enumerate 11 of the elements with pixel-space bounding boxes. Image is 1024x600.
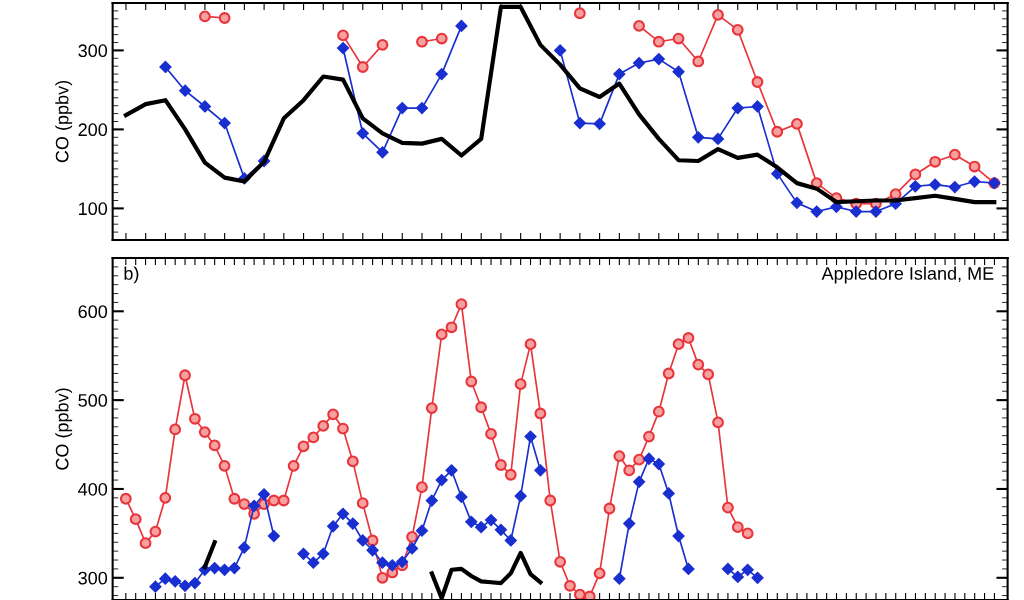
- annotation: b): [124, 266, 139, 284]
- annotation: Appledore Island, ME: [821, 266, 994, 284]
- y-tick-label: 600: [78, 305, 108, 319]
- y-tick-label: 200: [78, 123, 108, 137]
- y-tick-label: 500: [78, 394, 108, 407]
- y-tick-label: 400: [78, 482, 108, 496]
- y-tick-label: 300: [78, 44, 108, 58]
- y-axis-title: CO (ppbv): [55, 388, 73, 470]
- y-tick-label: 100: [79, 202, 108, 216]
- y-axis-title: CO (ppbv): [55, 80, 73, 163]
- y-tick-label: 300: [78, 571, 108, 585]
